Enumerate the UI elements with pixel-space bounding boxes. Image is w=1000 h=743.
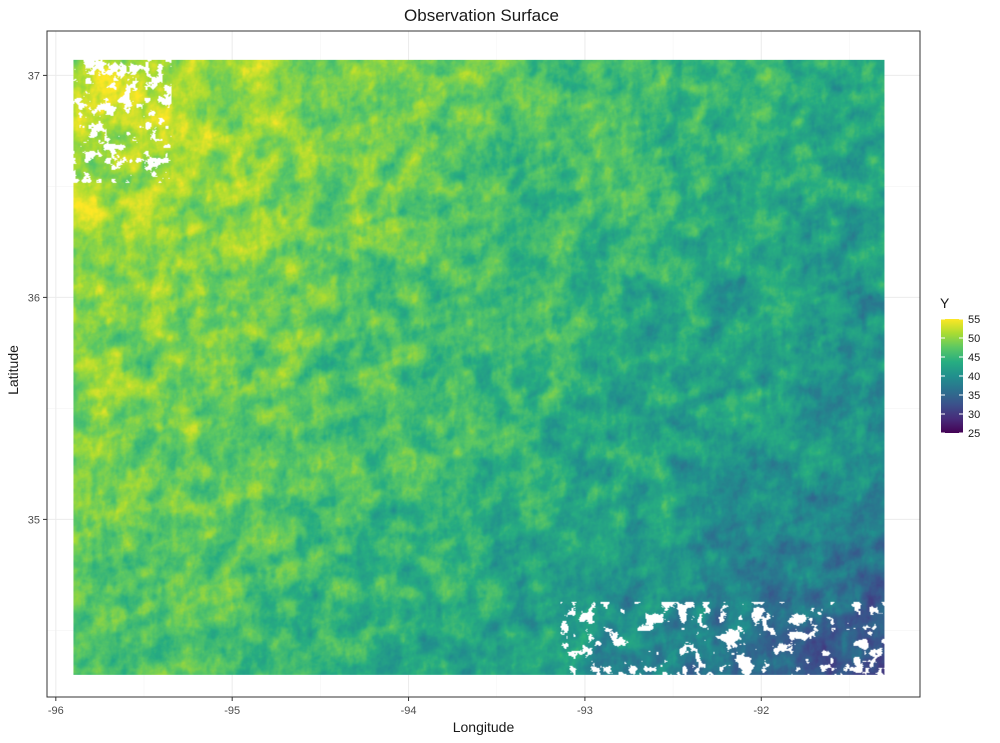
panel-border	[46, 30, 921, 698]
legend-title: Y	[940, 295, 950, 311]
legend-label: 40	[968, 371, 980, 383]
x-tick-label: -94	[401, 705, 417, 717]
x-tick-label: -96	[48, 705, 64, 717]
chart-title: Observation Surface	[404, 6, 559, 25]
y-tick-label: 37	[28, 70, 40, 82]
legend-label: 25	[968, 428, 980, 440]
legend-label: 55	[968, 314, 980, 326]
x-tick-label: -92	[753, 705, 769, 717]
heatmap-raster	[73, 59, 885, 675]
x-tick-label: -93	[577, 705, 593, 717]
legend-label: 50	[968, 333, 980, 345]
legend-label: 30	[968, 409, 980, 421]
x-axis-title: Longitude	[452, 719, 515, 735]
legend-colorbar	[941, 319, 963, 433]
heatmap-cells	[73, 59, 885, 675]
x-axis: -96 -95 -94 -93 -92	[48, 697, 769, 717]
x-tick-label: -95	[224, 705, 240, 717]
y-axis: 35 36 37	[28, 70, 47, 526]
legend: 55 50 45 40 35 30 25	[941, 314, 980, 440]
y-axis-title: Latitude	[5, 345, 21, 395]
legend-label: 35	[968, 390, 980, 402]
y-tick-label: 35	[28, 514, 40, 526]
legend-label: 45	[968, 352, 980, 364]
panel-frame	[46, 30, 921, 698]
y-tick-label: 36	[28, 292, 40, 304]
